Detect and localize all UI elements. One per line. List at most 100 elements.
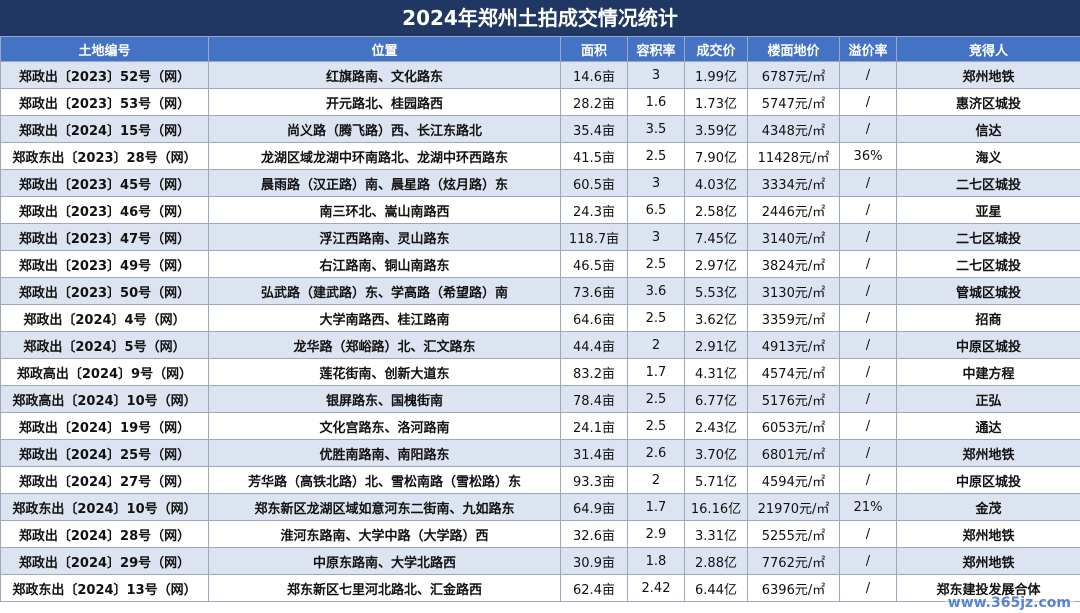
cell-land-id: 郑政出〔2023〕47号（网） [0,223,209,251]
cell-price: 6.44亿 [684,574,748,602]
cell-location: 中原东路南、大学北路西 [208,547,561,575]
cell-premium: / [839,169,897,197]
cell-land-id: 郑政出〔2024〕29号（网） [0,547,209,575]
cell-floor-price: 5747元/㎡ [747,88,840,116]
cell-location: 郑东新区龙湖区域如意河东二街南、九如路东 [208,493,561,521]
table-row: 郑政出〔2024〕29号（网） 中原东路南、大学北路西 30.9亩 1.8 2.88亿 7… [0,547,1080,575]
table-row: 郑政出〔2024〕27号（网） 芳华路（高铁北路）北、雪松南路（雪松路）东 93.3… [0,466,1080,494]
cell-location: 弘武路（建武路）东、学高路（希望路）南 [208,277,561,305]
cell-floor-price: 6787元/㎡ [747,61,840,89]
cell-location: 浮江西路南、灵山路东 [208,223,561,251]
cell-area: 46.5亩 [560,250,628,278]
header-winner: 竞得人 [896,36,1080,62]
cell-floor-price: 3334元/㎡ [747,169,840,197]
cell-area: 62.4亩 [560,574,628,602]
cell-area: 24.1亩 [560,412,628,440]
cell-floor-price: 5255元/㎡ [747,520,840,548]
cell-location: 南三环北、嵩山南路西 [208,196,561,224]
cell-floor-price: 7762元/㎡ [747,547,840,575]
cell-plot-ratio: 3 [627,61,685,89]
cell-area: 35.4亩 [560,115,628,143]
cell-winner: 中原区城投 [896,331,1080,359]
cell-location: 晨雨路（汉正路）南、晨星路（炫月路）东 [208,169,561,197]
table-row: 郑政东出〔2024〕13号（网） 郑东新区七里河北路北、汇金路西 62.4亩 2.42… [0,574,1080,602]
cell-area: 32.6亩 [560,520,628,548]
cell-price: 2.43亿 [684,412,748,440]
cell-floor-price: 6396元/㎡ [747,574,840,602]
table-row: 郑政出〔2024〕15号（网） 尚义路（腾飞路）西、长江东路北 35.4亩 3.5 3.… [0,115,1080,143]
cell-floor-price: 6053元/㎡ [747,412,840,440]
cell-winner: 招商 [896,304,1080,332]
cell-floor-price: 6801元/㎡ [747,439,840,467]
cell-plot-ratio: 1.7 [627,358,685,386]
cell-price: 16.16亿 [684,493,748,521]
cell-winner: 海义 [896,142,1080,170]
cell-winner: 管城区城投 [896,277,1080,305]
cell-land-id: 郑政出〔2023〕53号（网） [0,88,209,116]
cell-land-id: 郑政东出〔2024〕13号（网） [0,574,209,602]
cell-plot-ratio: 2.9 [627,520,685,548]
cell-winner: 中建方程 [896,358,1080,386]
cell-location: 大学南路西、桂江路南 [208,304,561,332]
cell-area: 118.7亩 [560,223,628,251]
table-row: 郑政出〔2024〕28号（网） 淮河东路南、大学中路（大学路）西 32.6亩 2.9 3… [0,520,1080,548]
cell-winner: 郑州地铁 [896,547,1080,575]
cell-land-id: 郑政出〔2024〕19号（网） [0,412,209,440]
cell-land-id: 郑政出〔2023〕50号（网） [0,277,209,305]
cell-winner: 郑州地铁 [896,520,1080,548]
cell-area: 44.4亩 [560,331,628,359]
cell-plot-ratio: 3.5 [627,115,685,143]
cell-plot-ratio: 1.8 [627,547,685,575]
cell-price: 2.91亿 [684,331,748,359]
cell-winner: 郑州地铁 [896,61,1080,89]
cell-winner: 中原区城投 [896,466,1080,494]
cell-area: 24.3亩 [560,196,628,224]
cell-floor-price: 4913元/㎡ [747,331,840,359]
cell-location: 芳华路（高铁北路）北、雪松南路（雪松路）东 [208,466,561,494]
cell-floor-price: 3130元/㎡ [747,277,840,305]
cell-location: 优胜南路南、南阳路东 [208,439,561,467]
cell-premium: / [839,358,897,386]
cell-price: 1.73亿 [684,88,748,116]
cell-premium: / [839,223,897,251]
table-row: 郑政出〔2023〕45号（网） 晨雨路（汉正路）南、晨星路（炫月路）东 60.5亩 3… [0,169,1080,197]
cell-premium: / [839,412,897,440]
cell-premium: / [839,331,897,359]
table-row: 郑政高出〔2024〕10号（网） 银屏路东、国槐街南 78.4亩 2.5 6.77亿 51… [0,385,1080,413]
table-row: 郑政出〔2023〕46号（网） 南三环北、嵩山南路西 24.3亩 6.5 2.58亿 24… [0,196,1080,224]
table-header-row: 土地编号 位置 面积 容积率 成交价 楼面地价 溢价率 竞得人 [0,36,1080,62]
cell-floor-price: 2446元/㎡ [747,196,840,224]
cell-floor-price: 4594元/㎡ [747,466,840,494]
cell-floor-price: 3140元/㎡ [747,223,840,251]
cell-winner: 亚星 [896,196,1080,224]
cell-plot-ratio: 3 [627,169,685,197]
cell-premium: / [839,115,897,143]
cell-winner: 通达 [896,412,1080,440]
cell-winner: 惠济区城投 [896,88,1080,116]
cell-floor-price: 3824元/㎡ [747,250,840,278]
cell-area: 60.5亩 [560,169,628,197]
cell-land-id: 郑政出〔2024〕5号（网） [0,331,209,359]
cell-price: 3.70亿 [684,439,748,467]
table-row: 郑政出〔2023〕47号（网） 浮江西路南、灵山路东 118.7亩 3 7.45亿 314… [0,223,1080,251]
table-row: 郑政出〔2023〕52号（网） 红旗路南、文化路东 14.6亩 3 1.99亿 6787元… [0,61,1080,89]
table-row: 郑政东出〔2023〕28号（网） 龙湖区域龙湖中环南路北、龙湖中环西路东 41.5亩… [0,142,1080,170]
cell-premium: 36% [839,142,897,170]
cell-plot-ratio: 2.42 [627,574,685,602]
cell-price: 7.45亿 [684,223,748,251]
cell-land-id: 郑政高出〔2024〕9号（网） [0,358,209,386]
cell-land-id: 郑政东出〔2023〕28号（网） [0,142,209,170]
cell-plot-ratio: 2 [627,466,685,494]
table-row: 郑政出〔2023〕49号（网） 右江路南、铜山南路东 46.5亩 2.5 2.97亿 38… [0,250,1080,278]
cell-price: 5.53亿 [684,277,748,305]
cell-price: 5.71亿 [684,466,748,494]
cell-floor-price: 3359元/㎡ [747,304,840,332]
cell-winner: 郑州地铁 [896,439,1080,467]
page-title: 2024年郑州土拍成交情况统计 [0,0,1080,36]
cell-premium: / [839,88,897,116]
cell-winner: 金茂 [896,493,1080,521]
cell-location: 文化宫路东、洛河路南 [208,412,561,440]
cell-land-id: 郑政出〔2023〕49号（网） [0,250,209,278]
cell-winner: 正弘 [896,385,1080,413]
